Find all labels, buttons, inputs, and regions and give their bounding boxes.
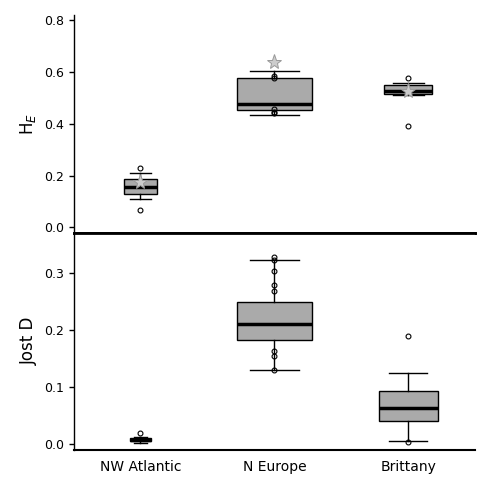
Bar	[237, 78, 312, 110]
Bar	[379, 391, 438, 422]
Bar	[384, 86, 433, 94]
Bar	[130, 438, 151, 442]
Bar	[237, 302, 312, 340]
Y-axis label: H$_E$: H$_E$	[18, 112, 38, 135]
Y-axis label: Jost D: Jost D	[20, 317, 38, 366]
Bar	[124, 180, 156, 194]
